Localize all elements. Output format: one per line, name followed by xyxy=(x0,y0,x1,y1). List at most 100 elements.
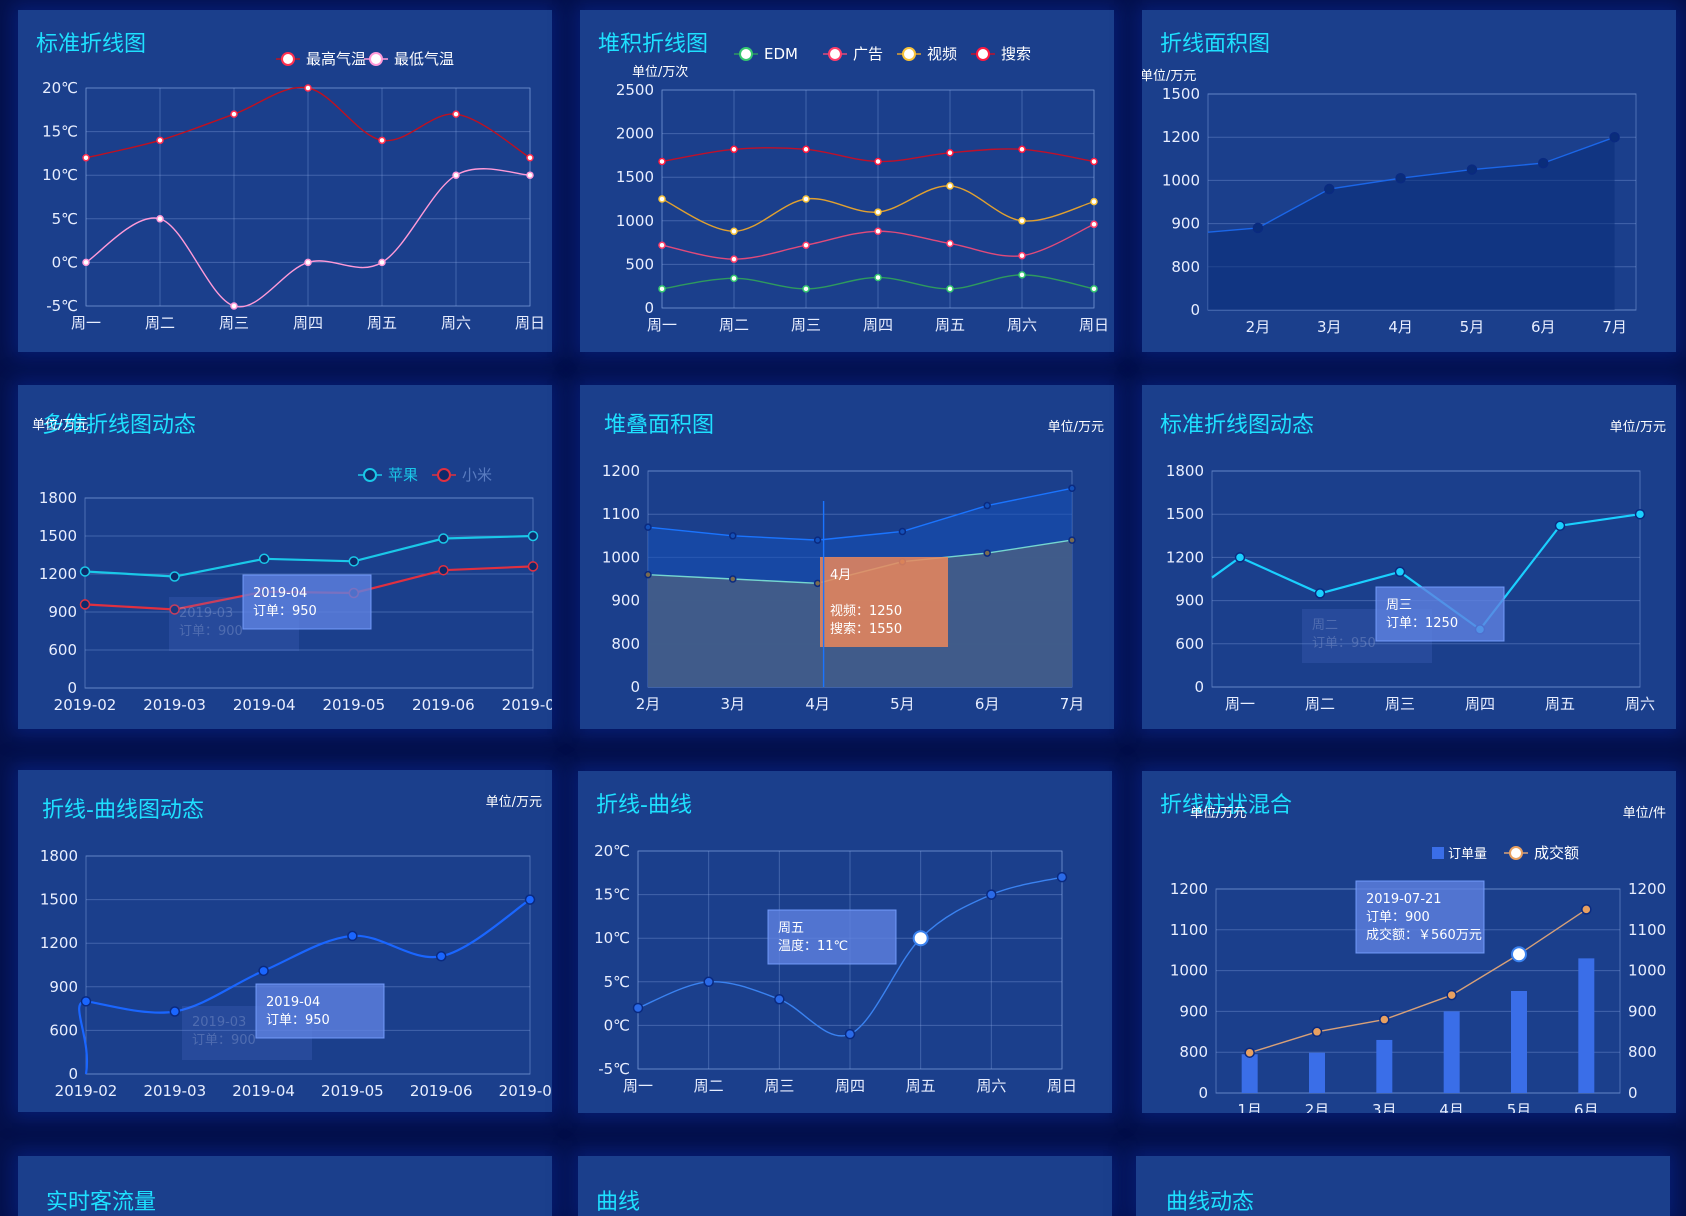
x-tick-label: 6月 xyxy=(975,695,1000,713)
chart-panel-p4: 多维折线图动态 单位/万元 0 600 900 1200 1500 1800 2019-02 20… xyxy=(18,385,552,729)
x-tick-label: 周二 xyxy=(694,1077,724,1095)
y-tick-label-right: 800 xyxy=(1628,1043,1657,1061)
y-tick-label: 2500 xyxy=(616,81,654,99)
data-point xyxy=(438,533,449,544)
legend-marker[interactable] xyxy=(739,47,753,61)
x-tick-label: 2019-05 xyxy=(322,696,385,714)
legend-marker[interactable] xyxy=(281,52,295,66)
x-tick-label: 周一 xyxy=(623,1077,653,1095)
data-point xyxy=(230,110,238,118)
x-tick-label: 周五 xyxy=(367,314,397,332)
legend-label[interactable]: 广告 xyxy=(853,45,883,63)
data-point xyxy=(1068,484,1076,493)
data-point xyxy=(983,549,991,557)
x-tick-label: 3月 xyxy=(721,695,746,713)
legend-label[interactable]: 订单量 xyxy=(1448,847,1487,862)
data-point xyxy=(1395,172,1406,184)
x-tick-label: 4月 xyxy=(1439,1101,1464,1113)
x-tick-label: 周六 xyxy=(976,1077,1006,1095)
data-point xyxy=(378,258,386,267)
tooltip-ghost-text: 2019-03 xyxy=(192,1015,246,1030)
chart-title: 折线柱状混合 xyxy=(1160,793,1293,818)
y-tick-label: 900 xyxy=(1171,215,1200,233)
data-point xyxy=(79,599,91,610)
legend-marker[interactable] xyxy=(1509,846,1523,860)
y-tick-label: 20℃ xyxy=(42,79,78,97)
y-tick-label: 15℃ xyxy=(594,886,630,904)
x-tick-label: 3月 xyxy=(1372,1101,1397,1113)
legend-label[interactable]: 搜索 xyxy=(1001,45,1031,63)
y-tick-label: 800 xyxy=(1179,1043,1208,1061)
x-tick-label: 5月 xyxy=(890,695,915,713)
x-tick-label: 2019-03 xyxy=(143,1082,206,1100)
y-tick-label: 900 xyxy=(49,978,78,996)
legend-swatch[interactable] xyxy=(1432,847,1444,859)
legend-label[interactable]: 最低气温 xyxy=(394,50,454,68)
legend-label[interactable]: 苹果 xyxy=(388,466,418,484)
data-point xyxy=(946,149,954,157)
chart-title: 实时客流量 xyxy=(46,1190,157,1215)
data-point xyxy=(644,523,652,531)
y-tick-label: 5℃ xyxy=(604,973,630,991)
plot-frame xyxy=(637,850,1063,1070)
data-point xyxy=(632,1002,644,1014)
unit-label: 单位/万元 xyxy=(1142,69,1196,84)
data-point xyxy=(452,110,460,118)
chart-panel-p8: 折线-曲线 -5℃ 0℃ 5℃ 10℃ 15℃ 20℃ 周一 周二 周三 周四 周五 周六 周日 周五 温度：… xyxy=(578,771,1112,1113)
y-tick-label: 1200 xyxy=(1170,880,1208,898)
tooltip-text: 搜索：1550 xyxy=(830,622,902,637)
data-point xyxy=(378,136,386,145)
data-point xyxy=(527,530,539,542)
data-point xyxy=(169,571,180,582)
legend-marker[interactable] xyxy=(828,47,842,61)
y-tick-label: 0 xyxy=(67,679,77,697)
x-tick-label: 周六 xyxy=(441,314,471,332)
x-tick-label: 周六 xyxy=(1625,695,1655,713)
data-point xyxy=(983,501,991,510)
legend-label[interactable]: 最高气温 xyxy=(306,50,366,68)
data-point xyxy=(1634,508,1646,520)
plot-frame xyxy=(85,855,531,1075)
chart-title: 标准折线图 xyxy=(36,32,147,57)
legend-label[interactable]: 视频 xyxy=(927,45,957,63)
unit-label-right: 单位/万元 xyxy=(1048,420,1104,435)
x-tick-label: 2019-07 xyxy=(502,696,552,714)
data-point xyxy=(1018,251,1026,260)
data-point xyxy=(304,84,312,92)
data-point xyxy=(438,564,449,576)
x-tick-label: 周四 xyxy=(863,316,893,334)
y-tick-label: 10℃ xyxy=(42,166,78,184)
y-tick-label: 0 xyxy=(1198,1084,1208,1102)
data-point xyxy=(1324,183,1335,195)
data-point xyxy=(729,575,737,583)
data-point xyxy=(258,965,269,977)
legend-marker[interactable] xyxy=(902,47,916,61)
data-point xyxy=(802,285,810,293)
legend-marker[interactable] xyxy=(976,47,990,61)
tooltip xyxy=(820,557,948,647)
data-point xyxy=(1090,157,1098,166)
legend-label[interactable]: EDM xyxy=(764,45,798,63)
unit-label: 单位/万元 xyxy=(32,418,88,433)
data-point xyxy=(1018,217,1026,225)
chart-title: 堆积折线图 xyxy=(598,32,709,57)
data-point xyxy=(452,171,460,179)
tooltip xyxy=(767,909,897,965)
data-point xyxy=(1252,222,1264,234)
unit-label: 单位/万次 xyxy=(632,64,688,80)
legend-marker[interactable] xyxy=(363,468,377,482)
legend-label[interactable]: 小米 xyxy=(462,466,492,484)
data-point xyxy=(730,145,738,154)
y-tick-label: 1800 xyxy=(40,847,78,865)
y-tick-label: 900 xyxy=(611,592,640,610)
legend-marker[interactable] xyxy=(437,468,451,482)
tooltip-ghost-text: 订单：900 xyxy=(192,1033,256,1048)
y-tick-label: 600 xyxy=(48,641,77,659)
data-point xyxy=(258,553,270,565)
legend-marker[interactable] xyxy=(369,52,383,66)
legend-label[interactable]: 成交额 xyxy=(1534,844,1579,862)
data-point xyxy=(230,302,238,310)
x-tick-label: 5月 xyxy=(1507,1101,1532,1113)
y-tick-label: 1000 xyxy=(1170,962,1208,980)
x-tick-label: 周三 xyxy=(219,314,249,332)
